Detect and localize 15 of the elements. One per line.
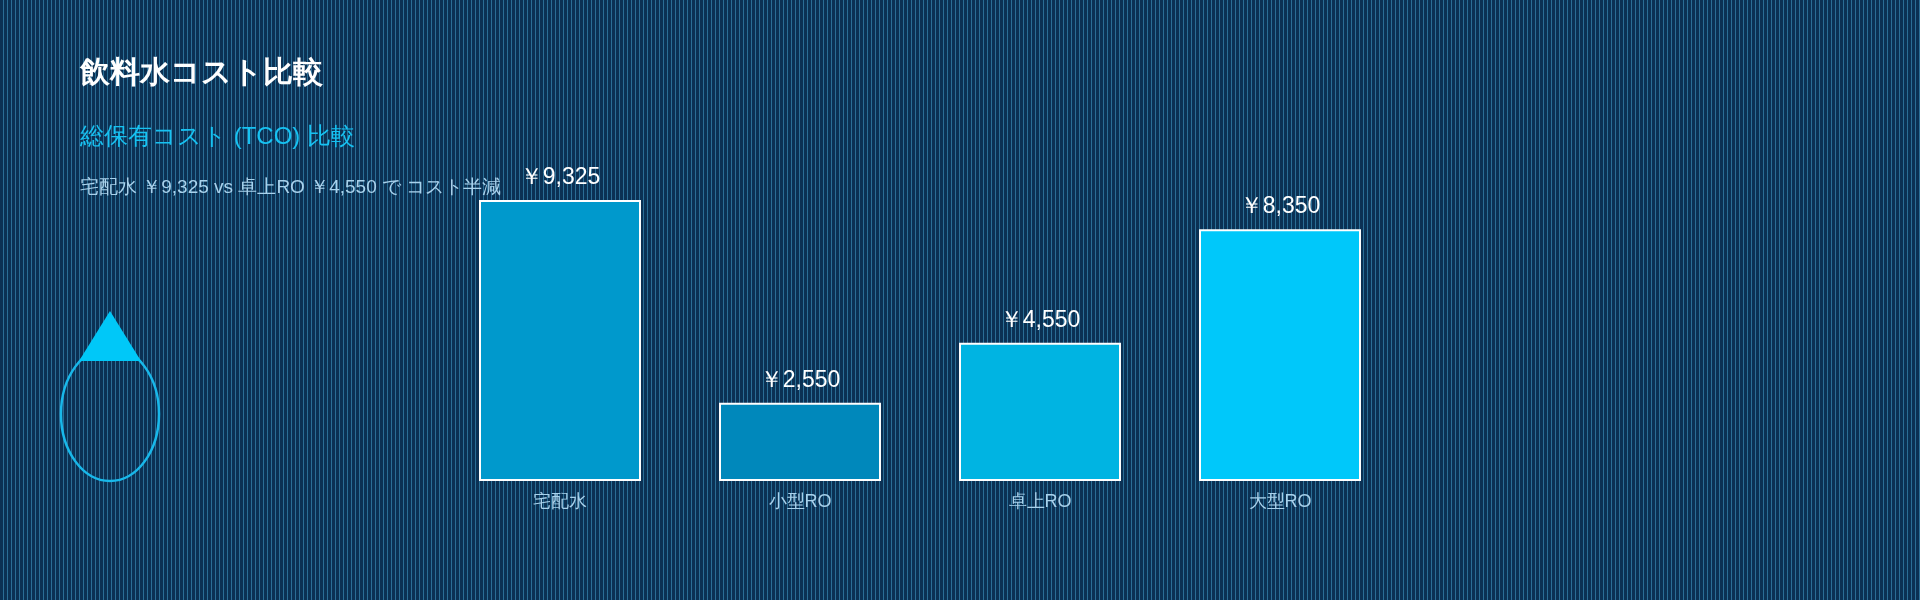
data-label: ￥2,550 (759, 365, 841, 392)
data-label: ￥9,325 (519, 163, 601, 189)
x-tick-label: 大型RO (1248, 490, 1312, 511)
bar (719, 402, 881, 481)
data-label: ￥4,550 (999, 305, 1081, 332)
bar (479, 200, 641, 481)
bar (959, 342, 1121, 481)
data-label: ￥8,350 (1239, 192, 1321, 219)
x-tick-label: 小型RO (768, 490, 832, 511)
text: 宅配水 ￥9,325 vs 卓上RO ￥4,550 で コスト半減 (80, 176, 502, 199)
x-tick-label: 宅配水 (533, 490, 587, 511)
text: 総保有コスト (TCO) 比較 (80, 122, 355, 151)
chart-title: 飲料水コスト比較 (80, 54, 323, 90)
x-tick-label: 卓上RO (1008, 490, 1072, 511)
bar (1199, 229, 1361, 481)
